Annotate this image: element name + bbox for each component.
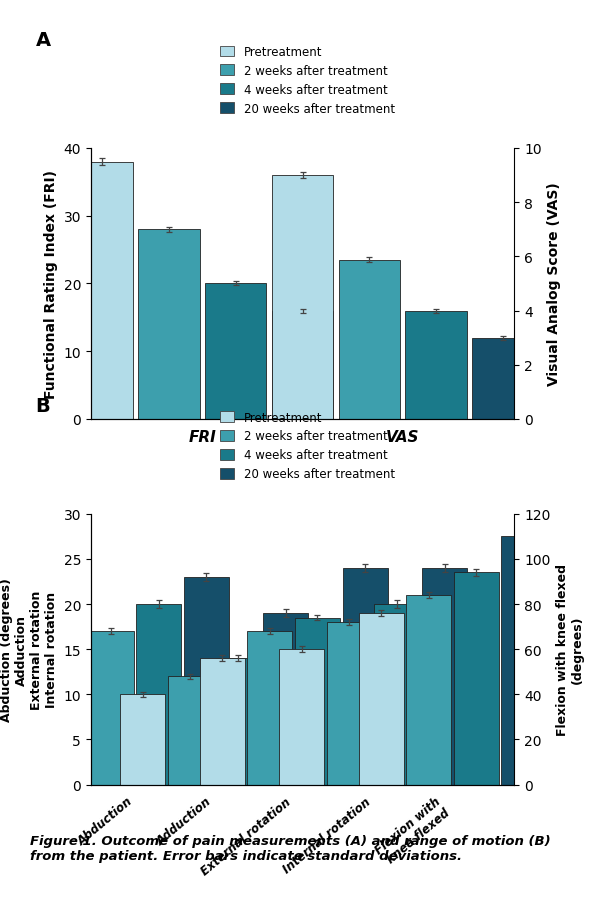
- Bar: [327, 622, 371, 785]
- Y-axis label: Abduction (degrees)
Adduction
External rotation
Internal rotation: Abduction (degrees) Adduction External r…: [0, 577, 58, 722]
- Bar: [374, 604, 419, 785]
- Y-axis label: Visual Analog Score (VAS): Visual Analog Score (VAS): [547, 182, 561, 386]
- Bar: [200, 658, 244, 785]
- Bar: [247, 631, 292, 785]
- Bar: [502, 537, 546, 785]
- Bar: [422, 568, 467, 785]
- Bar: [71, 162, 132, 419]
- Bar: [215, 658, 261, 785]
- Legend: Pretreatment, 2 weeks after treatment, 4 weeks after treatment, 20 weeks after t: Pretreatment, 2 weeks after treatment, 4…: [215, 41, 399, 120]
- Bar: [295, 618, 340, 785]
- Bar: [359, 613, 404, 785]
- Bar: [168, 676, 213, 785]
- Y-axis label: Functional Rating Index (FRI): Functional Rating Index (FRI): [44, 170, 58, 399]
- Bar: [263, 613, 308, 785]
- Bar: [136, 604, 181, 785]
- Bar: [88, 631, 134, 785]
- Bar: [279, 649, 324, 785]
- Legend: Pretreatment, 2 weeks after treatment, 4 weeks after treatment, 20 weeks after t: Pretreatment, 2 weeks after treatment, 4…: [215, 407, 399, 485]
- Text: B: B: [36, 396, 50, 415]
- Bar: [339, 261, 400, 419]
- Y-axis label: Flexion with knee flexed
(degrees): Flexion with knee flexed (degrees): [556, 564, 584, 735]
- Bar: [272, 176, 333, 419]
- Bar: [406, 595, 451, 785]
- Bar: [272, 311, 333, 419]
- Bar: [473, 338, 534, 419]
- Bar: [138, 230, 200, 419]
- Bar: [342, 568, 388, 785]
- Bar: [184, 577, 229, 785]
- Bar: [41, 649, 86, 785]
- Bar: [120, 695, 165, 785]
- Bar: [454, 573, 499, 785]
- Text: Figure 1. Outcome of pain measurements (A) and range of motion (B)
from the pati: Figure 1. Outcome of pain measurements (…: [30, 834, 551, 862]
- Bar: [405, 311, 467, 419]
- Text: A: A: [36, 31, 51, 50]
- Bar: [205, 284, 266, 419]
